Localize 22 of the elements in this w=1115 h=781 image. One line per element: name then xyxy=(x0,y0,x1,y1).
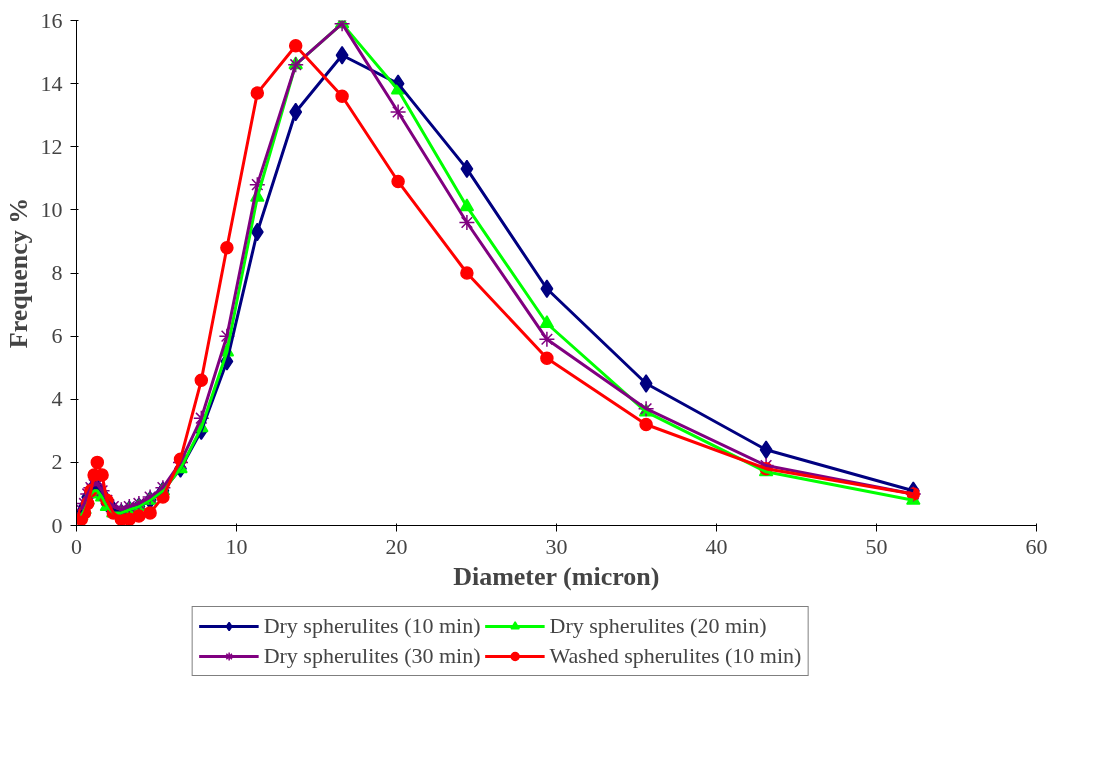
y-axis-title: Frequency % xyxy=(3,197,33,349)
y-tick-label: 2 xyxy=(51,449,63,475)
x-tick-label: 60 xyxy=(1025,533,1048,559)
y-tick-label: 6 xyxy=(51,323,63,349)
x-tick-label: 0 xyxy=(71,533,82,559)
y-tick-label: 10 xyxy=(40,196,63,222)
legend-label: Dry spherulites (30 min) xyxy=(263,642,481,669)
x-tick-label: 40 xyxy=(705,533,728,559)
legend-label: Washed spherulites (10 min) xyxy=(549,642,802,669)
x-tick-label: 50 xyxy=(865,533,888,559)
y-tick-label: 0 xyxy=(51,512,63,538)
x-tick-label: 30 xyxy=(545,533,568,559)
y-tick-label: 14 xyxy=(40,70,63,96)
legend-label: Dry spherulites (20 min) xyxy=(549,612,767,639)
x-tick-label: 10 xyxy=(225,533,248,559)
y-tick-label: 8 xyxy=(51,260,63,285)
legend-label: Dry spherulites (10 min) xyxy=(263,612,481,639)
y-tick-label: 12 xyxy=(40,133,63,159)
y-tick-label: 4 xyxy=(51,386,63,412)
x-axis-title: Diameter (micron) xyxy=(453,561,660,591)
x-tick-label: 20 xyxy=(385,533,408,559)
y-tick-label: 16 xyxy=(40,7,63,33)
